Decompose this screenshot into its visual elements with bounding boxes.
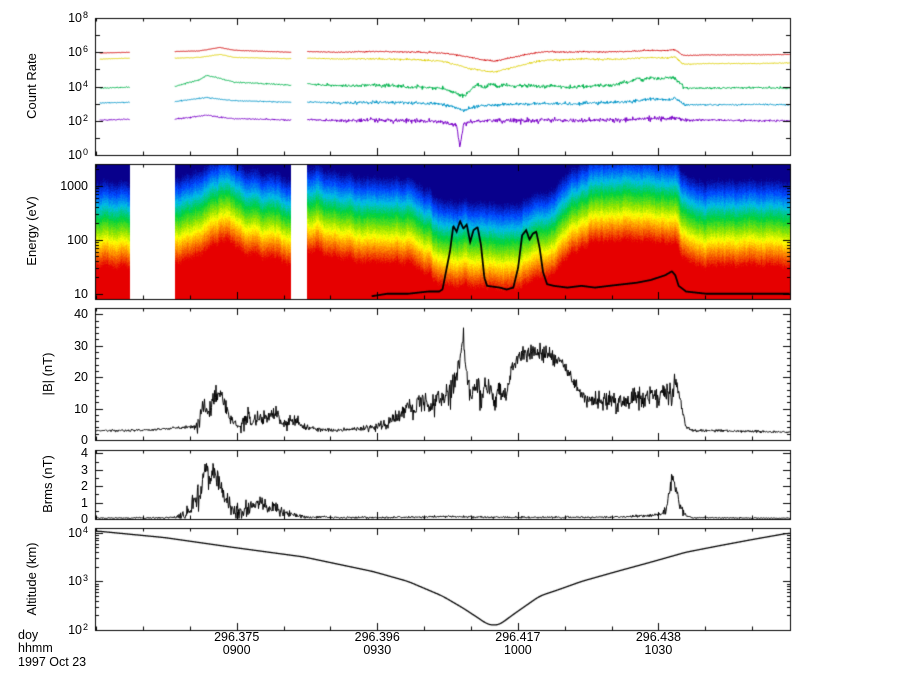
- ytick-base: 10: [68, 79, 82, 94]
- ytick-base: 10: [68, 574, 82, 589]
- ytick-label: 100: [22, 147, 88, 163]
- ytick-base: 10: [68, 11, 82, 25]
- ytick-label: 1: [81, 495, 88, 510]
- ytick-label: 10: [74, 401, 88, 416]
- ytick-label: 1000: [60, 178, 88, 193]
- ytick-base: 10: [68, 113, 82, 128]
- footer-doy-label: doy: [18, 628, 39, 642]
- footer-hhmm-label: hhmm: [18, 641, 53, 655]
- ytick-label: 103: [22, 573, 88, 589]
- ytick-exponent: 2: [82, 112, 88, 123]
- ytick-base: 10: [68, 525, 82, 540]
- ytick-label: 104: [22, 524, 88, 541]
- ytick-label: 20: [74, 370, 88, 385]
- xtick-label-doy: 296.375: [214, 630, 260, 644]
- ytick-label: 102: [22, 112, 88, 129]
- xtick-label-hhmm: 1030: [644, 643, 673, 657]
- ytick-exponent: 0: [82, 147, 88, 157]
- xtick-label-hhmm: 0930: [363, 643, 392, 657]
- ytick-exponent: 8: [82, 10, 88, 20]
- xtick-label-doy: 296.396: [354, 630, 400, 644]
- ytick-exponent: 4: [82, 524, 88, 535]
- xtick-label-hhmm: 1000: [503, 643, 532, 657]
- ytick-exponent: 4: [82, 78, 88, 89]
- ytick-label: 106: [22, 44, 88, 60]
- xtick-label-doy: 296.417: [495, 630, 541, 644]
- ytick-label: 40: [74, 307, 88, 322]
- ytick-label: 30: [74, 338, 88, 353]
- ytick-label: 2: [81, 479, 88, 494]
- xtick-label-doy: 296.438: [635, 630, 682, 644]
- ytick-label: 10: [74, 286, 88, 301]
- ytick-exponent: 3: [82, 573, 88, 584]
- ytick-label: 100: [67, 232, 88, 247]
- ytick-label: 104: [22, 78, 88, 95]
- ytick-exponent: 6: [82, 44, 88, 55]
- ytick-label: 0: [81, 512, 88, 526]
- ytick-label: 108: [22, 10, 88, 26]
- xtick-label-hhmm: 0900: [222, 643, 251, 657]
- ytick-label: 102: [22, 622, 88, 638]
- ytick-label: 3: [81, 462, 88, 477]
- ytick-base: 10: [68, 45, 82, 60]
- ytick-base: 10: [68, 148, 82, 162]
- ytick-base: 10: [68, 623, 82, 637]
- footer-date-label: 1997 Oct 23: [18, 655, 87, 669]
- ytick-label: 4: [81, 446, 88, 461]
- ytick-exponent: 2: [82, 622, 88, 632]
- ytick-label: 0: [81, 433, 88, 447]
